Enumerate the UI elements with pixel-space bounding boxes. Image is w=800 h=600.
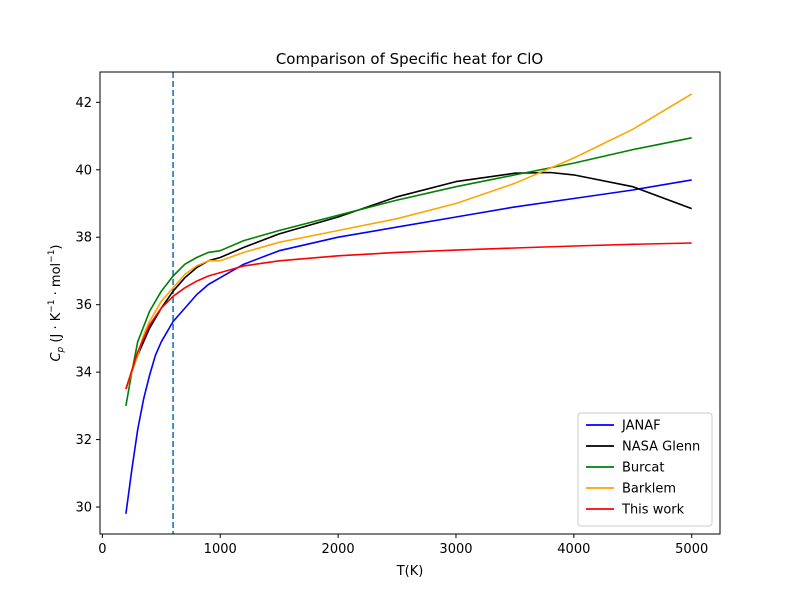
y-tick-label: 30 <box>75 501 92 516</box>
legend-label-barklem: Barklem <box>622 482 676 497</box>
series-line-this-work <box>125 242 692 390</box>
legend-label-nasa-glenn: NASA Glenn <box>622 440 700 455</box>
y-axis-label-symbol: C <box>49 352 64 362</box>
x-tick-label: 3000 <box>439 542 472 557</box>
y-axis-label: Cp (J · K−1 · mol−1) <box>47 244 66 361</box>
y-tick-label: 32 <box>75 433 92 448</box>
legend-label-burcat: Burcat <box>622 461 664 476</box>
x-tick-label: 5000 <box>675 542 708 557</box>
y-axis-label-unit-suffix: ) <box>49 244 64 249</box>
y-tick-label: 34 <box>75 366 92 381</box>
y-tick-label: 36 <box>75 298 92 313</box>
legend-label-janaf: JANAF <box>621 419 661 434</box>
y-axis: 30 32 34 36 38 40 42 <box>75 96 100 516</box>
y-tick-label: 40 <box>75 163 92 178</box>
y-axis-label-unit-prefix: (J · K <box>49 312 64 346</box>
y-tick-label: 38 <box>75 231 92 246</box>
plot-area <box>125 72 693 534</box>
x-tick-label: 0 <box>98 542 106 557</box>
plot-frame <box>99 71 721 535</box>
legend-label-this-work: This work <box>621 503 685 518</box>
x-axis: 0 1000 2000 3000 4000 5000 <box>98 534 708 557</box>
y-axis-label-subscript: p <box>56 346 66 353</box>
series-line-nasa-glenn <box>125 171 692 390</box>
series-line-barklem <box>125 93 693 390</box>
series-line-janaf <box>125 179 692 514</box>
y-axis-label-unit-mid: · mol <box>49 263 64 300</box>
y-tick-label: 42 <box>75 96 92 111</box>
y-axis-label-exp1: −1 <box>47 299 57 312</box>
y-axis-label-exp2: −1 <box>47 250 57 263</box>
chart-title: Comparison of Specific heat for ClO <box>276 50 543 68</box>
legend: JANAF NASA Glenn Burcat Barklem This work <box>577 412 713 527</box>
series-line-burcat <box>125 137 692 407</box>
x-tick-label: 2000 <box>322 542 355 557</box>
x-tick-label: 1000 <box>204 542 237 557</box>
x-tick-label: 4000 <box>557 542 590 557</box>
legend-box <box>577 412 713 527</box>
x-axis-label: T(K) <box>396 564 424 579</box>
